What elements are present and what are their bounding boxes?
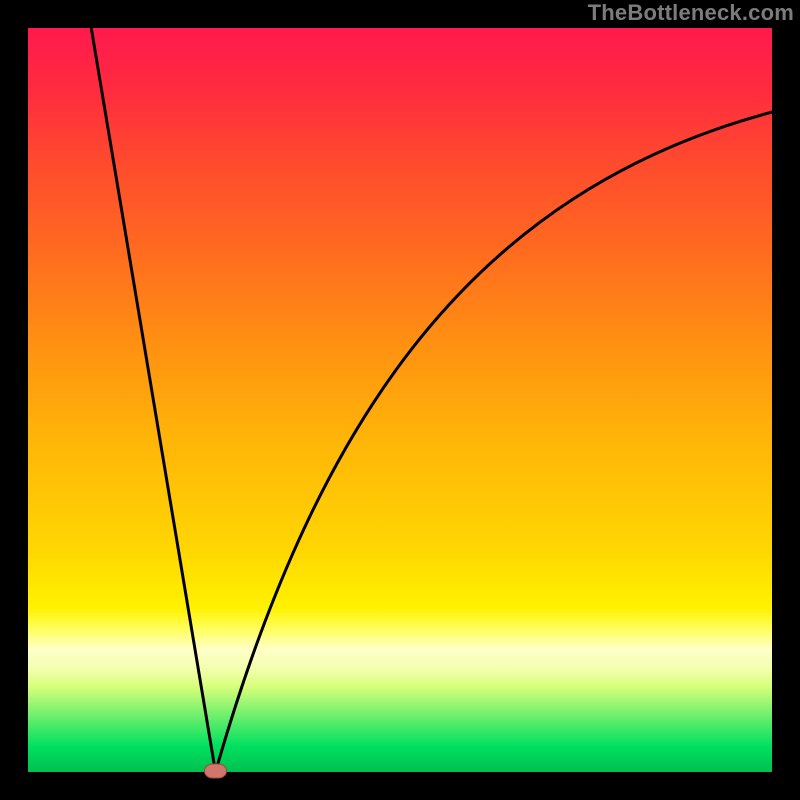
watermark-text: TheBottleneck.com [588, 0, 794, 26]
chart-svg [0, 0, 800, 800]
plot-background [28, 28, 772, 772]
stage: TheBottleneck.com [0, 0, 800, 800]
vertex-marker [204, 764, 226, 778]
